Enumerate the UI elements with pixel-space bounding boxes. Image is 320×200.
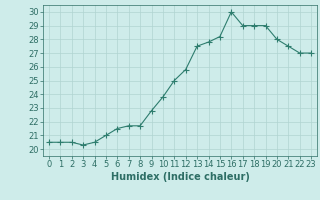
X-axis label: Humidex (Indice chaleur): Humidex (Indice chaleur) [111,172,249,182]
